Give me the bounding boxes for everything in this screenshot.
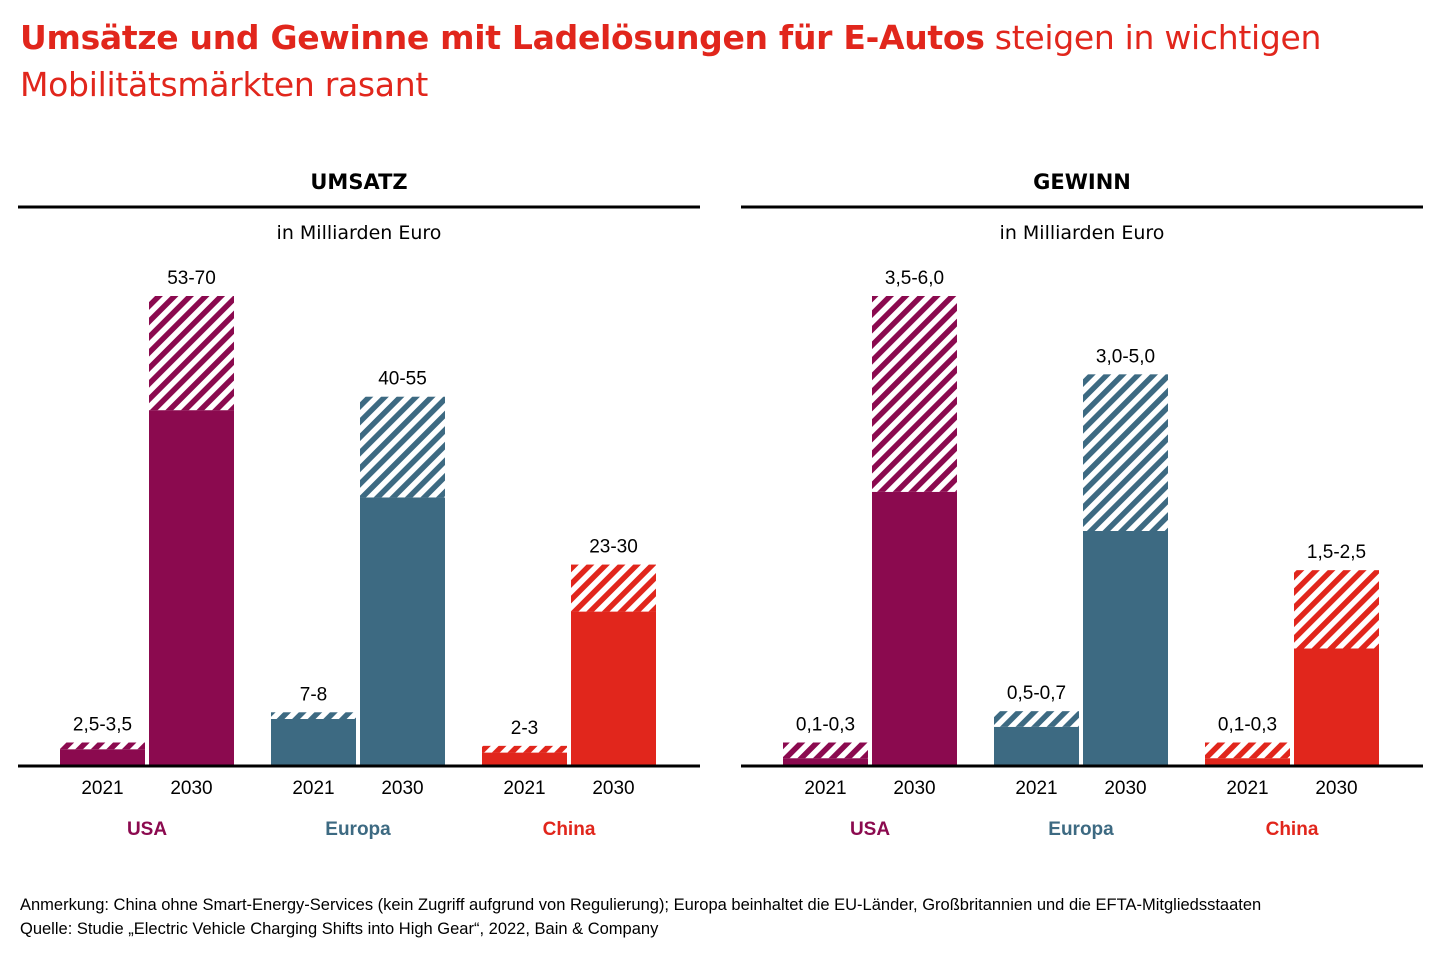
umsatz-group-label-usa: USA — [127, 819, 167, 840]
umsatz-china-2021-bar-range — [482, 745, 567, 753]
umsatz-europa-tick-2030: 2030 — [381, 778, 423, 799]
gewinn-china-2021-bar-range — [1205, 742, 1290, 759]
umsatz-europa-tick-2021: 2021 — [292, 778, 334, 799]
gewinn-china-tick-2021: 2021 — [1226, 778, 1268, 799]
footer-source: Quelle: Studie „Electric Vehicle Chargin… — [20, 920, 659, 938]
gewinn-china-2021-bar-low — [1205, 758, 1290, 766]
gewinn-china-2030-value-label: 1,5-2,5 — [1307, 542, 1366, 563]
gewinn-usa-tick-2030: 2030 — [893, 778, 935, 799]
gewinn-europa-tick-2021: 2021 — [1015, 778, 1057, 799]
umsatz-china-tick-2030: 2030 — [592, 778, 634, 799]
gewinn-usa-2021-bar-low — [783, 758, 868, 766]
umsatz-usa-2021-bar-low — [60, 749, 145, 766]
umsatz-usa-2021-bar-range — [60, 742, 145, 750]
gewinn-group-label-europa: Europa — [1048, 819, 1114, 840]
title-line2: Mobilitätsmärkten rasant — [20, 65, 428, 104]
umsatz-europa-2030-bar-low — [360, 497, 445, 766]
title-rest: steigen in wichtigen — [984, 18, 1322, 57]
umsatz-china-2030-bar-low — [571, 611, 656, 766]
umsatz-europa-2021-value-label: 7-8 — [300, 684, 327, 705]
umsatz-subtitle: in Milliarden Euro — [277, 222, 442, 244]
gewinn-europa-2021-value-label: 0,5-0,7 — [1007, 683, 1066, 704]
umsatz-china-2021-value-label: 2-3 — [511, 718, 538, 739]
gewinn-group-label-china: China — [1266, 819, 1319, 840]
umsatz-group-label-china: China — [543, 819, 596, 840]
gewinn-usa-2030-bar-low — [872, 491, 957, 766]
gewinn-europa-tick-2030: 2030 — [1104, 778, 1146, 799]
gewinn-europa-2021-bar-low — [994, 726, 1079, 766]
gewinn-china-2030-bar-range — [1294, 570, 1379, 649]
umsatz-usa-2030-value-label: 53-70 — [167, 268, 216, 289]
umsatz-china-2030-bar-range — [571, 564, 656, 612]
umsatz-usa-2030-bar-low — [149, 410, 234, 766]
gewinn-group-label-usa: USA — [850, 819, 890, 840]
gewinn-china-tick-2030: 2030 — [1315, 778, 1357, 799]
footer-note: Anmerkung: China ohne Smart-Energy-Servi… — [20, 896, 1262, 914]
umsatz-china-tick-2021: 2021 — [503, 778, 545, 799]
umsatz-china-2030-value-label: 23-30 — [589, 537, 638, 558]
umsatz-group-label-europa: Europa — [325, 819, 391, 840]
umsatz-usa-2030-bar-range — [149, 296, 234, 411]
umsatz-europa-2021-bar-range — [271, 712, 356, 719]
gewinn-europa-2030-bar-range — [1083, 374, 1168, 531]
gewinn-europa-2030-bar-low — [1083, 531, 1168, 766]
gewinn-europa-2030-value-label: 3,0-5,0 — [1096, 346, 1155, 367]
umsatz-europa-2030-bar-range — [360, 396, 445, 498]
gewinn-chart-title: GEWINN — [1033, 170, 1131, 194]
gewinn-chart: GEWINN in Milliarden Euro 0,1-0,3 3,5-6,0 0,… — [741, 170, 1423, 840]
umsatz-chart: UMSATZ in Milliarden Euro 2,5-3,5 53-70 7-8 4… — [18, 170, 700, 840]
gewinn-usa-2030-value-label: 3,5-6,0 — [885, 268, 944, 289]
umsatz-usa-tick-2021: 2021 — [81, 778, 123, 799]
gewinn-china-2030-bar-low — [1294, 648, 1379, 766]
gewinn-usa-2021-value-label: 0,1-0,3 — [796, 715, 855, 736]
gewinn-usa-2021-bar-range — [783, 742, 868, 759]
page-title: Umsätze und Gewinne mit Ladelösungen für… — [20, 14, 1400, 108]
umsatz-usa-2021-value-label: 2,5-3,5 — [73, 715, 132, 736]
gewinn-usa-2030-bar-range — [872, 296, 957, 492]
gewinn-subtitle: in Milliarden Euro — [1000, 222, 1165, 244]
footer: Anmerkung: China ohne Smart-Energy-Servi… — [20, 893, 1261, 941]
umsatz-china-2021-bar-low — [482, 752, 567, 766]
gewinn-usa-tick-2021: 2021 — [804, 778, 846, 799]
umsatz-usa-tick-2030: 2030 — [170, 778, 212, 799]
umsatz-europa-2030-value-label: 40-55 — [378, 369, 427, 390]
gewinn-china-2021-value-label: 0,1-0,3 — [1218, 715, 1277, 736]
umsatz-europa-2021-bar-low — [271, 719, 356, 766]
title-bold: Umsätze und Gewinne mit Ladelösungen für… — [20, 18, 985, 57]
umsatz-chart-title: UMSATZ — [310, 170, 407, 194]
gewinn-europa-2021-bar-range — [994, 711, 1079, 727]
